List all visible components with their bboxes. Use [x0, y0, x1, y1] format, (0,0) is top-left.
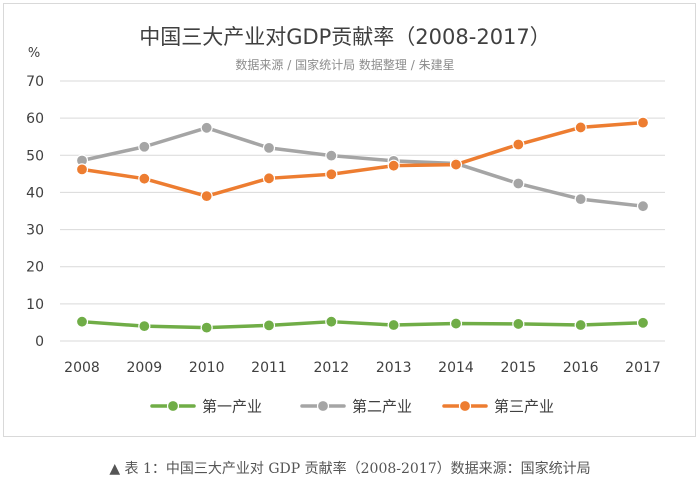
data-point	[512, 317, 525, 331]
x-tick-label: 2016	[563, 360, 599, 376]
y-tick-label: 40	[26, 185, 44, 201]
legend-item: 第三产业	[442, 398, 554, 416]
chart-title: 中国三大产业对GDP贡献率（2008-2017）	[139, 25, 551, 49]
legend-item: 第二产业	[300, 398, 412, 416]
legend-swatch-marker	[166, 399, 180, 413]
legend-item: 第一产业	[150, 398, 262, 416]
x-tick-label: 2012	[314, 360, 350, 376]
data-point	[449, 158, 463, 171]
x-tick-label: 2008	[64, 360, 100, 376]
y-axis-ticks: 0 10 20 30 40 50 60 70	[26, 74, 44, 350]
x-tick-label: 2014	[438, 360, 474, 376]
series-line	[80, 319, 645, 330]
series-line	[80, 120, 645, 198]
data-point	[449, 317, 463, 330]
x-tick-label: 2015	[501, 360, 537, 376]
data-point	[512, 177, 525, 190]
legend: 第一产业 第二产业 第三产业	[150, 398, 554, 416]
series-group	[75, 121, 650, 213]
data-point	[325, 168, 338, 181]
legend-label: 第一产业	[202, 398, 262, 416]
data-point	[200, 190, 213, 203]
y-tick-label: 20	[26, 260, 44, 276]
chart-subtitle: 数据来源 / 国家统计局 数据整理 / 朱建星	[235, 57, 454, 72]
x-tick-label: 2017	[625, 360, 661, 376]
data-point	[75, 315, 89, 328]
data-point	[512, 138, 525, 151]
series-group	[75, 315, 650, 334]
data-point	[200, 121, 213, 134]
y-tick-label: 0	[35, 334, 44, 350]
data-point	[138, 140, 151, 153]
x-tick-label: 2011	[251, 360, 287, 376]
data-point	[262, 319, 276, 332]
x-tick-label: 2009	[127, 360, 163, 376]
data-point	[574, 121, 587, 134]
data-point	[387, 318, 400, 332]
gridlines	[60, 80, 665, 342]
data-point	[138, 172, 151, 185]
x-axis-ticks: 2008 2009 2010 2011 2012 2013 2014 2015 2016 2017	[64, 360, 661, 376]
legend-label: 第三产业	[494, 398, 554, 416]
data-point	[138, 320, 151, 333]
data-point	[325, 149, 338, 162]
x-tick-label: 2013	[376, 360, 412, 376]
data-point	[636, 316, 650, 329]
figure-caption: ▲ 表 1：中国三大产业对 GDP 贡献率（2008-2017）数据来源：国家统…	[109, 461, 591, 477]
y-axis-unit-label: %	[28, 46, 40, 61]
x-tick-label: 2010	[189, 360, 225, 376]
legend-swatch-marker	[458, 399, 472, 413]
data-point	[262, 141, 276, 154]
data-point	[636, 200, 650, 213]
legend-label: 第二产业	[352, 398, 412, 416]
series-lines	[75, 116, 650, 334]
legend-swatch-marker	[316, 399, 330, 413]
y-tick-label: 60	[26, 111, 44, 127]
data-point	[636, 116, 650, 129]
data-point	[75, 163, 89, 176]
data-point	[325, 315, 338, 328]
series-group	[75, 116, 650, 203]
y-tick-label: 50	[26, 148, 44, 164]
data-point	[574, 193, 587, 206]
y-tick-label: 70	[26, 74, 44, 90]
y-tick-label: 10	[26, 297, 44, 313]
data-point	[262, 172, 276, 185]
chart-frame	[3, 3, 696, 437]
series-line	[80, 126, 645, 208]
data-point	[574, 318, 587, 332]
data-point	[200, 321, 213, 334]
data-point	[387, 159, 400, 172]
y-tick-label: 30	[26, 223, 44, 239]
